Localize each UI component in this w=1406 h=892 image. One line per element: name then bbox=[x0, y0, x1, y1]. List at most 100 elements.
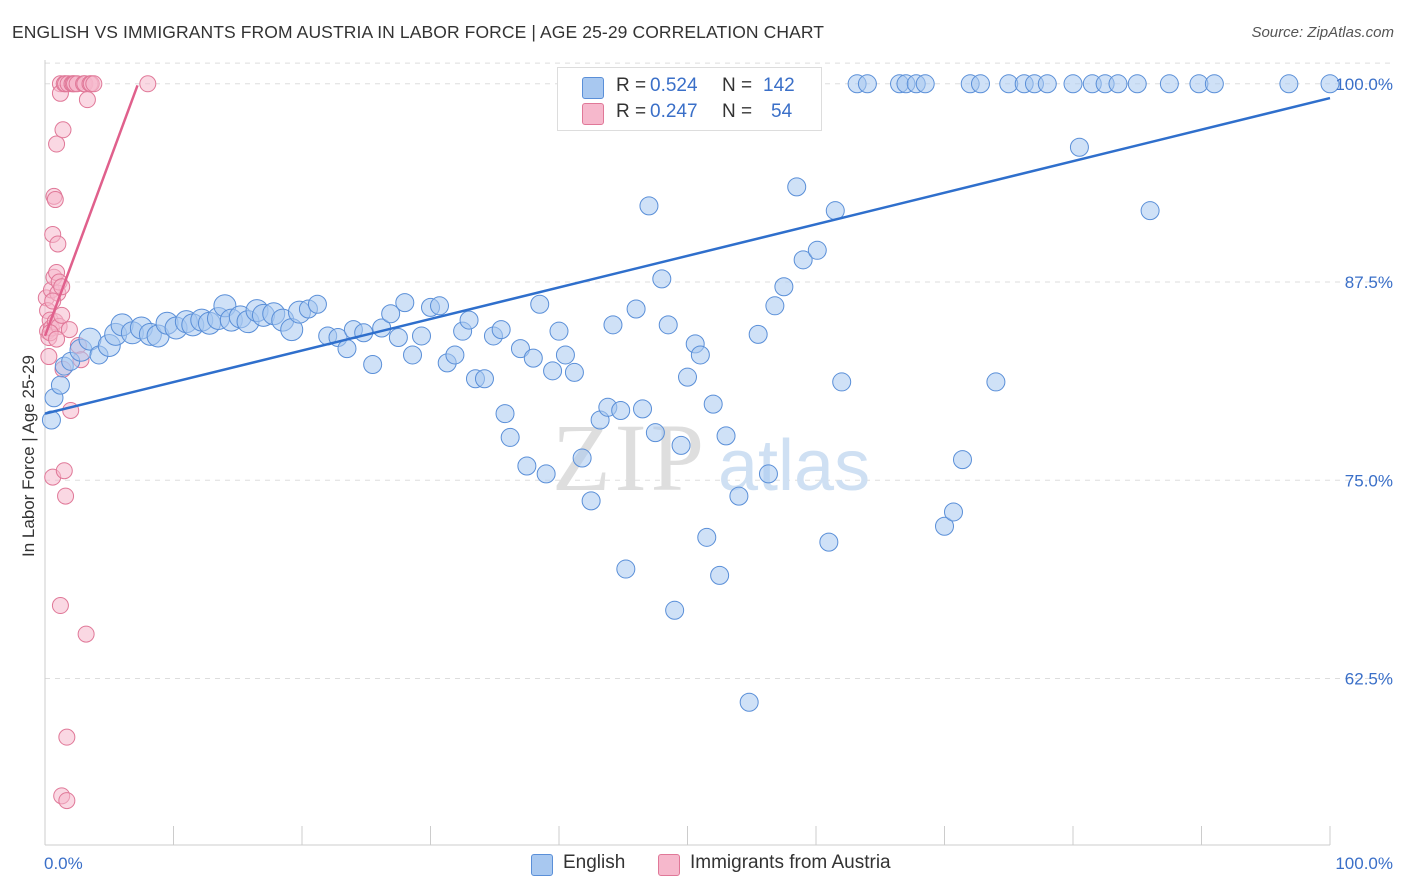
austria-legend-swatch bbox=[658, 854, 680, 876]
english-point bbox=[774, 277, 794, 297]
austria-point bbox=[85, 75, 103, 93]
english-point bbox=[658, 315, 678, 335]
y-tick-label-3: 100.0% bbox=[1335, 75, 1393, 94]
english-point bbox=[337, 339, 357, 359]
english-trend-line bbox=[44, 96, 1331, 415]
english-point bbox=[616, 559, 636, 579]
english-r-label: R = bbox=[616, 75, 647, 96]
english-point bbox=[819, 532, 839, 552]
english-legend-label: English bbox=[563, 852, 626, 873]
english-point bbox=[555, 345, 575, 365]
english-point bbox=[1204, 74, 1224, 94]
english-point bbox=[952, 450, 972, 470]
english-point bbox=[1279, 74, 1299, 94]
austria-point bbox=[51, 597, 69, 615]
austria-n-label: N = bbox=[722, 101, 753, 122]
english-point bbox=[1063, 74, 1083, 94]
austria-r-value: 0.247 bbox=[650, 101, 698, 122]
austria-n-value: 54 bbox=[771, 101, 793, 122]
y-tick-label-0: 62.5% bbox=[1345, 669, 1393, 688]
english-point bbox=[474, 369, 494, 389]
english-point bbox=[671, 435, 691, 455]
axis-layer bbox=[44, 60, 1331, 846]
english-point bbox=[530, 294, 550, 314]
austria-point bbox=[53, 306, 71, 324]
austria-point bbox=[46, 191, 64, 209]
english-point bbox=[495, 404, 515, 424]
english-point bbox=[690, 345, 710, 365]
y-tick-labels: 62.5% 75.0% 87.5% 100.0% bbox=[1335, 75, 1393, 689]
english-point bbox=[429, 296, 449, 316]
english-points bbox=[41, 74, 1340, 712]
austria-points bbox=[37, 75, 157, 810]
english-point bbox=[603, 315, 623, 335]
watermark: ZIP atlas bbox=[552, 404, 870, 511]
english-point bbox=[633, 399, 653, 419]
english-point bbox=[381, 304, 401, 324]
english-point bbox=[307, 294, 327, 314]
austria-point bbox=[48, 135, 66, 153]
austria-trend-line bbox=[43, 84, 139, 337]
english-point bbox=[445, 345, 465, 365]
austria-point bbox=[58, 728, 76, 746]
english-point bbox=[748, 324, 768, 344]
english-swatch bbox=[582, 77, 604, 99]
austria-point bbox=[60, 321, 78, 339]
english-point bbox=[395, 293, 415, 313]
english-point bbox=[459, 310, 479, 330]
english-point bbox=[412, 326, 432, 346]
english-point bbox=[1127, 74, 1147, 94]
english-point bbox=[611, 400, 631, 420]
english-point bbox=[523, 348, 543, 368]
english-point bbox=[729, 486, 749, 506]
english-point bbox=[543, 361, 563, 381]
english-legend-swatch bbox=[531, 854, 553, 876]
austria-point bbox=[40, 348, 58, 366]
grid-layer bbox=[45, 62, 1395, 679]
english-point bbox=[678, 367, 697, 387]
english-point bbox=[703, 394, 723, 414]
austria-point bbox=[49, 235, 67, 253]
english-point bbox=[765, 296, 785, 316]
english-point bbox=[1108, 74, 1128, 94]
english-point bbox=[652, 269, 672, 289]
austria-point bbox=[77, 625, 95, 643]
english-point bbox=[1320, 74, 1340, 94]
english-point bbox=[1069, 137, 1089, 157]
english-point bbox=[491, 320, 511, 340]
english-point bbox=[970, 74, 990, 94]
english-point bbox=[758, 464, 778, 484]
english-point bbox=[915, 74, 935, 94]
austria-point bbox=[48, 330, 66, 348]
austria-point bbox=[139, 75, 157, 93]
english-point bbox=[1140, 201, 1160, 221]
english-r-value: 0.524 bbox=[650, 75, 698, 96]
english-point bbox=[517, 456, 537, 476]
english-point bbox=[510, 339, 530, 359]
austria-point bbox=[57, 487, 75, 505]
austria-r-label: R = bbox=[616, 101, 647, 122]
english-point bbox=[645, 423, 665, 443]
english-point bbox=[581, 491, 601, 511]
x-tick-label-0: 0.0% bbox=[44, 854, 83, 873]
english-point bbox=[1037, 74, 1057, 94]
english-point bbox=[857, 74, 877, 94]
english-n-label: N = bbox=[722, 75, 753, 96]
english-point bbox=[564, 362, 584, 382]
y-axis-label: In Labor Force | Age 25-29 bbox=[19, 355, 38, 557]
source-label: Source: ZipAtlas.com bbox=[1251, 24, 1394, 41]
trend-layer bbox=[43, 84, 1331, 415]
series-legend: English Immigrants from Austria bbox=[0, 852, 1406, 878]
austria-legend-label: Immigrants from Austria bbox=[690, 852, 891, 873]
chart-title: ENGLISH VS IMMIGRANTS FROM AUSTRIA IN LA… bbox=[12, 22, 825, 42]
austria-swatch bbox=[582, 103, 604, 125]
english-point bbox=[986, 372, 1006, 392]
english-n-value: 142 bbox=[763, 75, 795, 96]
y-tick-label-1: 75.0% bbox=[1345, 471, 1393, 490]
english-point bbox=[697, 527, 717, 547]
english-point bbox=[832, 372, 852, 392]
english-point bbox=[500, 427, 520, 447]
english-point bbox=[50, 375, 70, 395]
english-point bbox=[1159, 74, 1179, 94]
